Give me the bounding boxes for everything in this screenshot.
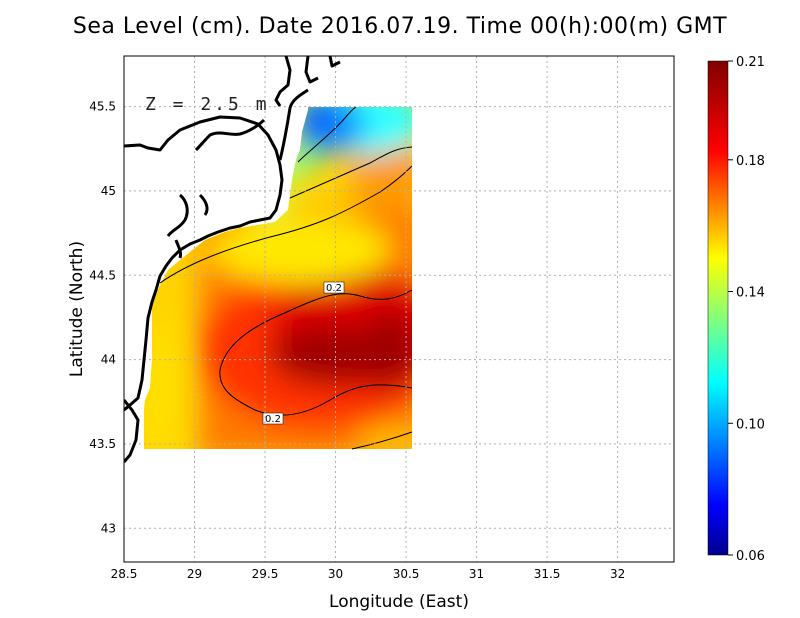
colorbar-tick-label: 0.18 — [736, 154, 765, 169]
x-tick-label: 31.5 — [534, 567, 561, 581]
chart-title: Sea Level (cm). Date 2016.07.19. Time 00… — [72, 14, 728, 39]
y-tick-label: 43.5 — [89, 437, 116, 451]
y-tick-label: 44.5 — [89, 268, 116, 282]
contour-label: 0.2 — [265, 414, 281, 425]
depth-label: Z = 2.5 m — [145, 94, 270, 115]
contour-label: 0.2 — [326, 283, 342, 294]
plot-frame — [123, 55, 675, 563]
contour-labels: 0.2 0.2 — [262, 281, 345, 425]
colorbar-ticks: 0.21 0.18 0.14 0.10 0.06 — [728, 55, 765, 564]
x-tick-label: 29.5 — [252, 567, 279, 581]
x-tick-label: 31 — [469, 567, 484, 581]
coastline — [124, 56, 341, 463]
grid-lines — [124, 56, 674, 562]
y-axis: 43 43.5 44 44.5 45 45.5 — [89, 100, 116, 536]
y-tick-label: 44 — [101, 353, 116, 367]
x-tick-label: 28.5 — [111, 567, 138, 581]
x-tick-label: 32 — [610, 567, 625, 581]
x-axis-label: Longitude (East) — [329, 592, 469, 612]
x-tick-label: 29 — [187, 567, 202, 581]
y-tick-label: 43 — [101, 521, 116, 535]
colorbar-tick-label: 0.21 — [736, 55, 765, 70]
contour-lines — [159, 106, 413, 450]
colorbar-tick-label: 0.06 — [736, 549, 765, 564]
x-axis: 28.5 29 29.5 30 30.5 31 31.5 32 — [111, 567, 626, 581]
colorbar-tick-label: 0.14 — [736, 286, 765, 301]
y-tick-label: 45.5 — [89, 100, 116, 114]
x-tick-label: 30.5 — [393, 567, 420, 581]
y-tick-label: 45 — [101, 184, 116, 198]
colorbar-tick-label: 0.10 — [736, 417, 765, 432]
x-tick-label: 30 — [328, 567, 343, 581]
sea-level-field — [144, 107, 412, 449]
colorbar — [707, 60, 729, 556]
y-axis-label: Latitude (North) — [67, 241, 87, 377]
